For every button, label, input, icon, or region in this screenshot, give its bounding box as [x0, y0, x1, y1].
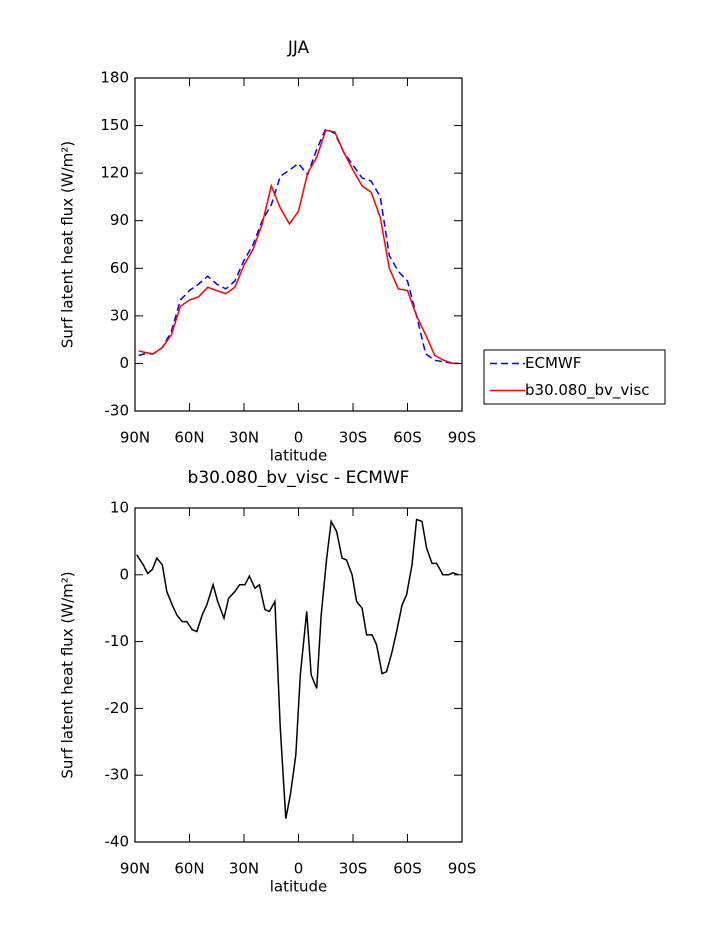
y-tick-label: 60 [110, 259, 129, 277]
y-tick-label: -20 [105, 699, 130, 717]
x-tick-label: 90N [120, 429, 150, 447]
x-tick-label: 90S [448, 429, 477, 447]
x-tick-label: 30S [339, 429, 368, 447]
y-tick-label: 0 [119, 354, 129, 372]
x-tick-label: 90N [120, 860, 150, 878]
chart-title: JJA [287, 38, 310, 58]
y-axis-label: Surf latent heat flux (W/m²) [59, 141, 77, 348]
x-axis-label: latitude [270, 447, 328, 465]
y-tick-label: 90 [110, 211, 129, 229]
x-tick-label: 0 [294, 429, 304, 447]
x-tick-label: 60N [174, 860, 204, 878]
legend-label: ECMWF [525, 354, 581, 372]
x-tick-label: 60N [174, 429, 204, 447]
y-tick-label: -30 [105, 766, 130, 784]
x-tick-label: 60S [393, 429, 422, 447]
y-tick-label: 150 [100, 116, 129, 134]
y-tick-label: 30 [110, 306, 129, 324]
plot-frame [134, 77, 463, 412]
data-line [138, 129, 459, 365]
x-tick-label: 30N [229, 860, 259, 878]
y-tick-label: 120 [100, 164, 129, 182]
x-tick-label: 0 [294, 860, 304, 878]
data-line [136, 518, 459, 819]
data-line [138, 127, 459, 365]
x-tick-label: 30N [229, 429, 259, 447]
x-tick-label: 90S [448, 860, 477, 878]
y-tick-label: -10 [105, 632, 130, 650]
x-tick-label: 60S [393, 860, 422, 878]
y-tick-label: 10 [110, 499, 129, 517]
y-tick-label: -30 [105, 402, 130, 420]
y-tick-label: -40 [105, 833, 130, 851]
legend-label: b30.080_bv_visc [525, 381, 650, 400]
x-tick-label: 30S [339, 860, 368, 878]
chart-title: b30.080_bv_visc - ECMWF [188, 468, 410, 488]
x-axis-label: latitude [270, 878, 328, 896]
y-axis-label: Surf latent heat flux (W/m²) [59, 571, 77, 778]
y-tick-label: 0 [119, 565, 129, 583]
y-tick-label: 180 [100, 69, 129, 87]
legend-box [483, 349, 666, 405]
